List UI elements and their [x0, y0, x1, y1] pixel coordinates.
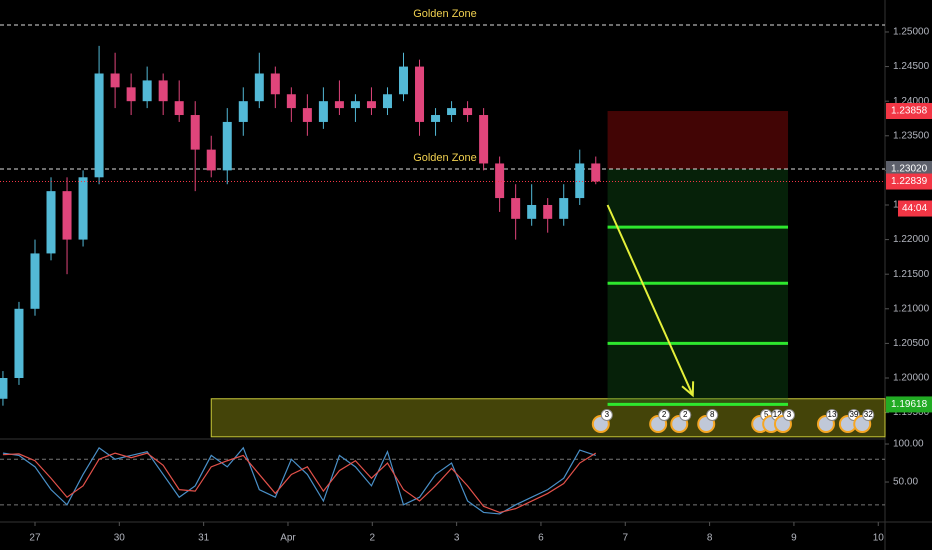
osc-y-tick-label: 50.00 [893, 477, 918, 488]
y-tick-label: 1.21500 [893, 269, 930, 280]
candle-body [318, 101, 328, 122]
candle-body [238, 101, 248, 122]
profit-zone [607, 168, 789, 405]
candle-body [158, 80, 168, 102]
event-count: 2 [683, 410, 688, 419]
price-marker-label: 1.22839 [891, 176, 928, 187]
osc-y-tick-label: 100.00 [893, 439, 924, 450]
x-tick-label: 6 [538, 533, 544, 544]
price-marker-label: 1.23020 [891, 164, 928, 175]
candle-body [398, 66, 408, 95]
candle-body [447, 108, 457, 116]
event-count: 13 [828, 410, 837, 419]
candle-body [126, 87, 136, 102]
arrow-head [681, 381, 695, 398]
stop-zone [607, 111, 789, 169]
candle-body [94, 73, 104, 178]
candle-body [463, 108, 473, 116]
candle-body [46, 191, 56, 254]
candle-body [78, 177, 88, 240]
candle-body [270, 73, 280, 95]
event-count: 3 [605, 410, 610, 419]
y-tick-label: 1.21000 [893, 303, 930, 314]
event-badge [862, 409, 875, 421]
osc-line [2, 446, 596, 515]
x-tick-label: 3 [454, 533, 460, 544]
y-tick-label: 1.25000 [893, 27, 930, 38]
candle-body [174, 101, 184, 116]
price-marker [886, 173, 932, 190]
candle-body [190, 115, 200, 150]
candle-body [110, 73, 120, 88]
y-tick-label: 1.24500 [893, 61, 930, 72]
price-marker [886, 103, 932, 120]
x-tick-label: 27 [29, 533, 41, 544]
event-badge [679, 409, 692, 421]
arrow [606, 204, 694, 396]
candle-body [222, 121, 232, 171]
event-count: 39 [849, 410, 858, 419]
x-tick-label: 2 [370, 533, 376, 544]
candle-body [62, 191, 72, 240]
candle-body [142, 80, 152, 102]
candle-body [382, 94, 392, 109]
x-tick-label: 31 [198, 533, 210, 544]
y-tick-label: 1.20000 [893, 373, 930, 384]
candle-body [415, 66, 425, 122]
y-tick-label: 1.22000 [893, 234, 930, 245]
event-badge [782, 409, 795, 421]
x-tick-label: 30 [114, 533, 126, 544]
y-tick-label: 1.19500 [893, 407, 930, 418]
countdown-box [898, 200, 932, 217]
candle-body [334, 101, 344, 109]
osc-line [2, 452, 597, 514]
candle-body [206, 149, 216, 171]
event-count: 12 [773, 410, 782, 419]
event-count: 8 [710, 410, 715, 419]
candle-body [495, 163, 505, 199]
event-badge [600, 409, 613, 421]
x-tick-label: 7 [622, 533, 628, 544]
event-count: 3 [787, 410, 792, 419]
candle-body [0, 377, 8, 399]
candle-body [527, 204, 537, 219]
y-tick-label: 1.20500 [893, 338, 930, 349]
x-tick-label: 9 [791, 533, 797, 544]
golden-zone-label: Golden Zone [413, 8, 477, 20]
price-marker [886, 160, 932, 177]
y-tick-label: 1.24000 [893, 96, 930, 107]
candle-body [479, 115, 489, 164]
candle-body [302, 108, 312, 122]
countdown-label: 44:04 [902, 203, 927, 214]
candle-body [575, 163, 585, 199]
candle-body [511, 198, 521, 219]
x-tick-label: 10 [873, 533, 885, 544]
price-marker-label: 1.19618 [891, 399, 928, 410]
candle-body [14, 308, 24, 378]
y-tick-label: 1.23500 [893, 130, 930, 141]
price-marker [886, 396, 932, 413]
x-tick-label: 8 [707, 533, 713, 544]
event-count: 5 [764, 410, 769, 419]
candle-body [431, 115, 441, 122]
event-count: 2 [662, 410, 667, 419]
candle-body [591, 163, 601, 182]
candle-body [286, 94, 296, 109]
golden-zone-label: Golden Zone [413, 152, 477, 164]
event-count: 32 [864, 410, 873, 419]
candle-body [543, 204, 553, 219]
price-marker-label: 1.23858 [891, 106, 928, 117]
event-badge [658, 409, 671, 421]
candle-body [559, 198, 569, 219]
candle-body [254, 73, 264, 102]
event-badge [706, 409, 719, 421]
candle-body [30, 253, 40, 309]
candle-body [350, 101, 360, 109]
candle-body [366, 101, 376, 109]
x-tick-label: Apr [280, 533, 296, 544]
event-badge [825, 409, 838, 421]
